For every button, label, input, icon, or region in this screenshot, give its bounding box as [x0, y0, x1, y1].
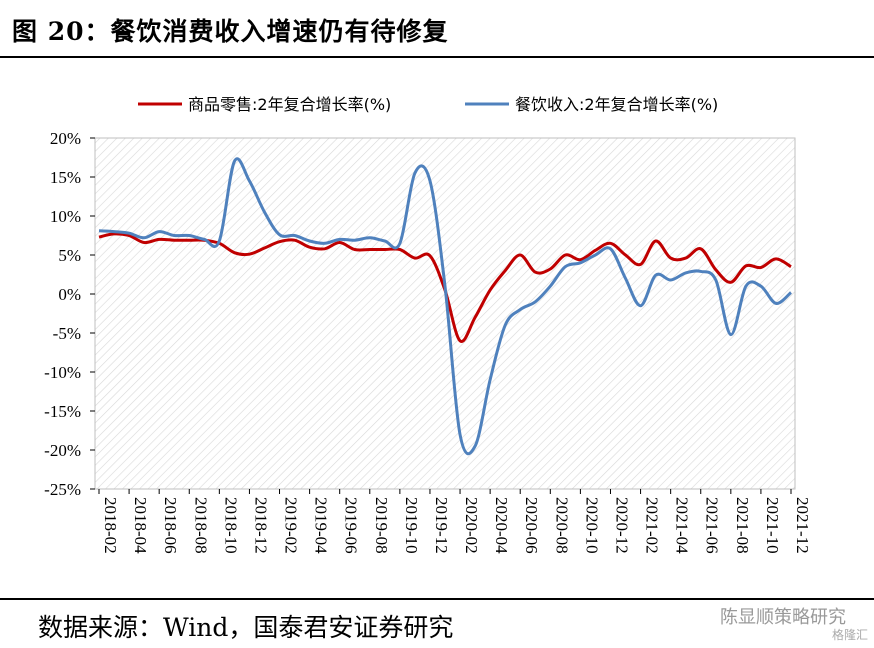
x-tick-label: 2018-06	[161, 497, 180, 554]
x-tick-label: 2021-08	[733, 497, 752, 554]
legend-label-2: 餐饮收入:2年复合增长率(%)	[515, 95, 718, 114]
y-tick-label: -5%	[53, 324, 81, 343]
y-tick-label: -15%	[44, 402, 81, 421]
x-tick-label: 2020-06	[522, 497, 541, 554]
y-tick-label: -20%	[44, 441, 81, 460]
x-tick-label: 2020-02	[462, 497, 481, 554]
x-tick-label: 2021-10	[763, 497, 782, 554]
x-tick-label: 2019-08	[372, 497, 391, 554]
x-tick-label: 2020-12	[612, 497, 631, 554]
watermark-text: 陈显顺策略研究	[720, 607, 846, 628]
x-tick-label: 2021-12	[793, 497, 812, 554]
line-chart: 20% 15% 10% 5% 0% -5% -10% -15% -20% -25% 2018-02…	[44, 95, 812, 554]
bottom-rule	[0, 598, 874, 600]
top-rule	[0, 56, 874, 58]
y-tick-label: 15%	[50, 168, 81, 187]
plot-area	[94, 137, 796, 490]
x-tick-label: 2018-08	[191, 497, 210, 554]
y-tick-label: 5%	[58, 246, 81, 265]
x-tick-label: 2019-10	[402, 497, 421, 554]
y-tick-label: -25%	[44, 480, 81, 499]
x-tick-label: 2018-10	[221, 497, 240, 554]
y-tick-label: -10%	[44, 363, 81, 382]
series-line-2	[98, 157, 793, 456]
x-tick-label: 2018-12	[251, 497, 270, 554]
x-tick-label: 2020-08	[552, 497, 571, 554]
x-tick-label: 2019-02	[282, 497, 301, 554]
x-tick-label: 2019-12	[432, 497, 451, 554]
source-note: 数据来源：Wind，国泰君安证券研究	[38, 613, 454, 642]
x-tick-label: 2018-02	[101, 497, 120, 554]
y-tick-label: 10%	[50, 207, 81, 226]
x-tick-label: 2021-02	[643, 497, 662, 554]
x-tick-label: 2018-04	[131, 497, 150, 554]
x-tick-label: 2021-04	[673, 497, 692, 554]
x-tick-label: 2019-04	[312, 497, 331, 554]
figure-title: 图 20：餐饮消费收入增速仍有待修复	[12, 17, 449, 46]
y-tick-label: 0%	[58, 285, 81, 304]
x-tick-label: 2021-06	[703, 497, 722, 554]
x-tick-label: 2019-06	[342, 497, 361, 554]
watermark-sub-text: 格隆汇	[831, 628, 868, 642]
x-tick-label: 2020-04	[492, 497, 511, 554]
legend-label-1: 商品零售:2年复合增长率(%)	[188, 95, 391, 114]
x-tick-label: 2020-10	[582, 497, 601, 554]
y-tick-label: 20%	[50, 129, 81, 148]
